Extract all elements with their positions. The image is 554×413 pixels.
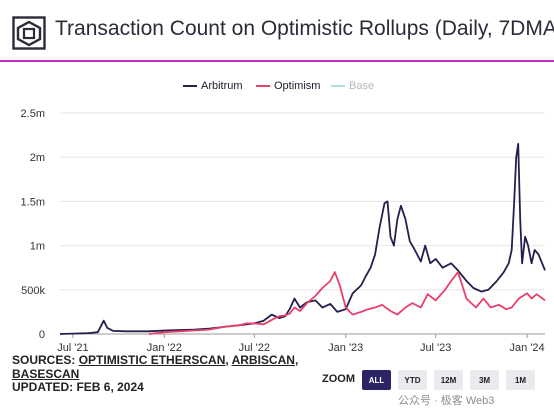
chart-legend: Arbitrum Optimism Base	[0, 80, 554, 96]
zoom-3m-button[interactable]: 3M	[470, 370, 499, 390]
watermark: 公众号 · 极客 Web3	[398, 395, 495, 407]
legend-swatch	[331, 85, 345, 87]
zoom-label: ZOOM	[322, 373, 355, 385]
x-tick-label: Jul '21	[57, 342, 88, 354]
updated-date: UPDATED: FEB 6, 2024	[12, 380, 144, 394]
title-divider	[0, 60, 554, 62]
legend-label: Base	[349, 80, 375, 92]
legend-item-arbitrum[interactable]: Arbitrum	[183, 80, 243, 92]
legend-item-optimism[interactable]: Optimism	[256, 80, 320, 92]
source-link-basescan[interactable]: BASESCAN	[12, 366, 80, 381]
series-line-arbitrum	[59, 143, 546, 335]
zoom-1m-button[interactable]: 1M	[506, 370, 535, 390]
x-tick-label: Jan '22	[147, 342, 182, 354]
y-tick-label: 500k	[21, 285, 45, 297]
zoom-all-button[interactable]: ALL	[362, 370, 391, 390]
x-tick-label: Jan '23	[328, 342, 363, 354]
legend-swatch	[256, 85, 270, 87]
y-tick-label: 1m	[30, 241, 45, 253]
source-link-arbiscan[interactable]: ARBISCAN	[231, 353, 295, 367]
series-line-optimism	[148, 271, 546, 335]
zoom-ytd-button[interactable]: YTD	[398, 370, 427, 390]
logo-icon	[12, 16, 46, 50]
legend-label: Optimism	[274, 80, 321, 92]
x-tick-label: Jan '24	[510, 342, 545, 354]
source-link-optimistic-etherscan[interactable]: OPTIMISTIC ETHERSCAN	[78, 353, 226, 367]
y-tick-label: 1.5m	[21, 196, 45, 208]
sources-note: SOURCES: OPTIMISTIC ETHERSCAN, ARBISCAN,…	[12, 353, 299, 394]
x-tick-label: Jul '22	[239, 342, 270, 354]
x-tick-label: Jul '23	[420, 342, 451, 354]
page-title: Transaction Count on Optimistic Rollups …	[55, 17, 554, 40]
legend-item-base[interactable]: Base	[331, 80, 374, 92]
y-tick-label: 2m	[30, 152, 45, 164]
legend-swatch	[183, 85, 197, 87]
y-tick-label: 0	[39, 329, 45, 341]
legend-label: Arbitrum	[201, 80, 243, 92]
line-chart: 0 500k 1m 1.5m 2m 2.5m Jul '21 Jan '22 Jul '22 Ja…	[21, 108, 546, 354]
sources-prefix: SOURCES:	[12, 353, 79, 367]
chart-header: Transaction Count on Optimistic Rollups …	[0, 0, 554, 62]
zoom-12m-button[interactable]: 12M	[434, 370, 463, 390]
y-tick-label: 2.5m	[21, 108, 45, 120]
